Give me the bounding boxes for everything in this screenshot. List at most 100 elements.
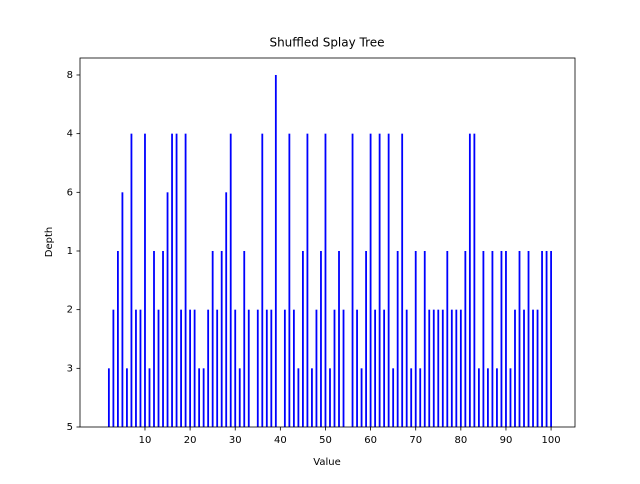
bar <box>207 309 210 427</box>
bar <box>261 133 264 427</box>
x-tick-label: 80 <box>454 435 467 446</box>
bar <box>216 309 219 427</box>
bar <box>112 309 115 427</box>
bar <box>256 309 259 427</box>
bar <box>455 309 458 427</box>
bar <box>117 250 119 427</box>
bar <box>166 192 169 427</box>
bar <box>126 368 128 427</box>
bar <box>270 309 273 427</box>
bar <box>541 250 543 427</box>
bar <box>225 192 228 427</box>
bar <box>550 250 552 427</box>
bar <box>320 250 322 427</box>
bar <box>292 309 295 427</box>
bar <box>274 74 277 427</box>
y-tick-label: 8 <box>67 70 73 81</box>
x-tick-label: 20 <box>184 435 197 446</box>
y-tick-label: 5 <box>67 422 73 433</box>
y-axis-label: Depth <box>44 227 55 257</box>
bar <box>211 250 214 427</box>
bar <box>419 368 422 427</box>
y-tick-label: 1 <box>67 246 73 257</box>
x-tick-label: 40 <box>274 435 287 446</box>
x-tick-label: 90 <box>500 435 513 446</box>
bar <box>184 133 187 427</box>
bar <box>157 309 160 427</box>
bar <box>459 309 462 427</box>
x-tick-label: 100 <box>542 435 561 446</box>
bar <box>243 250 246 427</box>
bar <box>265 309 268 427</box>
bar <box>369 133 372 427</box>
bar <box>342 309 345 427</box>
bar <box>396 250 399 427</box>
bar <box>505 250 507 427</box>
bar <box>229 133 232 427</box>
bar <box>162 250 164 427</box>
bar <box>198 368 201 427</box>
bar <box>491 250 494 427</box>
bar <box>518 250 521 427</box>
bar <box>324 133 327 427</box>
bar <box>468 133 471 427</box>
x-tick-label: 30 <box>229 435 242 446</box>
bar <box>514 309 516 427</box>
bar <box>315 309 318 427</box>
bar <box>148 368 151 427</box>
bar <box>311 368 313 427</box>
bar <box>509 368 512 427</box>
bar <box>135 309 137 427</box>
bar <box>202 368 205 427</box>
bar <box>130 133 133 427</box>
plot-frame <box>79 57 576 428</box>
bar <box>139 309 142 427</box>
x-tick-label: 60 <box>364 435 377 446</box>
bar <box>387 133 390 427</box>
bar <box>441 309 444 427</box>
y-tick-label: 2 <box>67 305 73 316</box>
bar <box>405 309 408 427</box>
bar <box>338 250 340 427</box>
bar <box>153 250 155 427</box>
bar <box>428 309 431 427</box>
bar <box>180 309 182 427</box>
bar <box>432 309 435 427</box>
bar <box>532 309 534 427</box>
bar <box>297 368 300 427</box>
bar <box>365 250 367 427</box>
bar <box>302 250 304 427</box>
bar <box>189 309 192 427</box>
y-tick-label: 3 <box>67 363 73 374</box>
bar <box>238 368 241 427</box>
bar <box>464 250 467 427</box>
bar <box>144 133 146 427</box>
bar <box>351 133 354 427</box>
bar <box>121 192 124 427</box>
bar <box>333 309 336 427</box>
bar <box>234 309 237 427</box>
bar <box>536 309 539 427</box>
bar <box>378 133 381 427</box>
bar <box>171 133 173 427</box>
bar <box>423 250 426 427</box>
bar <box>283 309 286 427</box>
bar <box>392 368 395 427</box>
bar <box>446 250 449 427</box>
bar <box>401 133 404 427</box>
bar <box>288 133 291 427</box>
bar <box>306 133 309 427</box>
bar <box>527 250 530 427</box>
bar <box>545 250 548 427</box>
x-tick-label: 10 <box>139 435 152 446</box>
bar <box>383 309 386 427</box>
bar <box>356 309 358 427</box>
bar <box>220 250 223 427</box>
y-tick-label: 4 <box>67 129 73 140</box>
bar <box>500 250 503 427</box>
x-tick-label: 50 <box>319 435 332 446</box>
bar <box>414 250 417 427</box>
bar <box>329 368 331 427</box>
